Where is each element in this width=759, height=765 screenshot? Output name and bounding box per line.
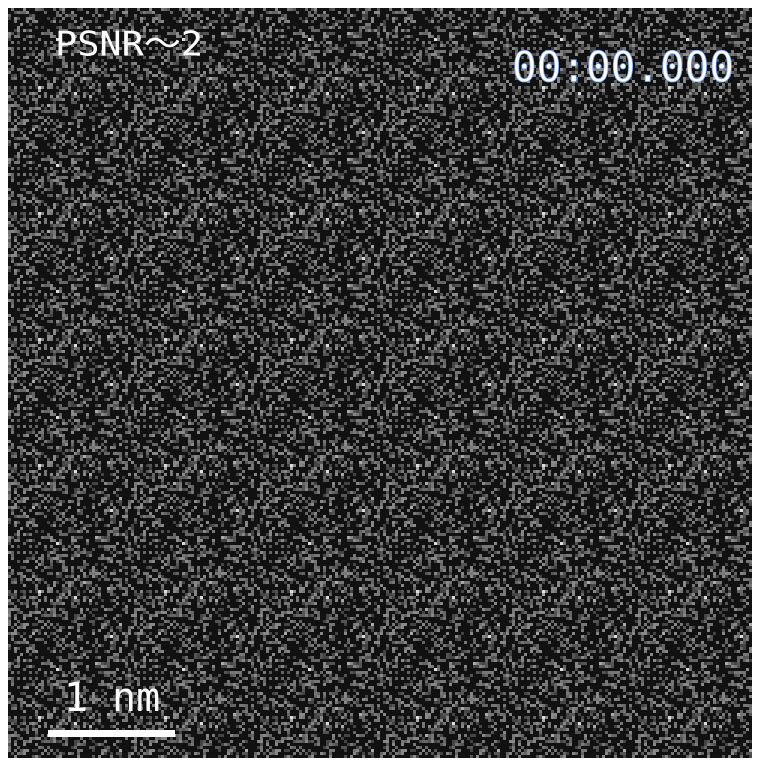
noise-image bbox=[8, 8, 752, 758]
scale-bar-label: 1 nm bbox=[64, 675, 160, 721]
page: PSNR～2 00:00.000 1 nm (() => { const dat… bbox=[0, 0, 759, 765]
scale-bar bbox=[48, 730, 175, 737]
micrograph-view: PSNR～2 00:00.000 1 nm bbox=[0, 0, 759, 765]
psnr-label: PSNR～2 bbox=[55, 25, 203, 65]
timestamp: 00:00.000 bbox=[512, 43, 734, 92]
